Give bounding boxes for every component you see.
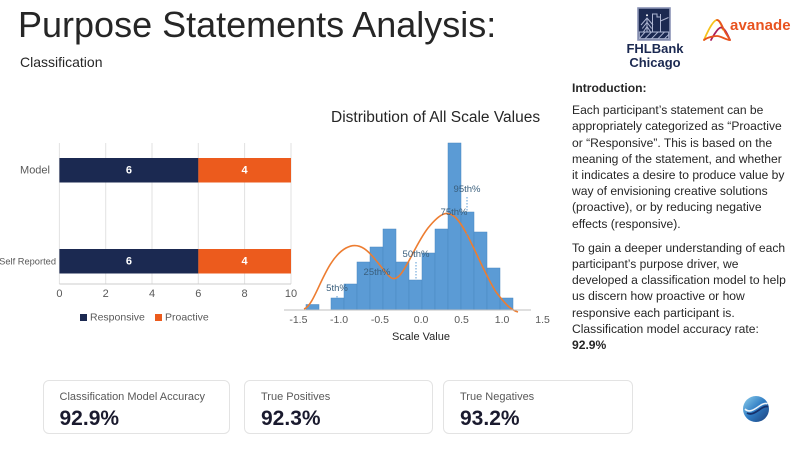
svg-text:Scale Value: Scale Value <box>392 331 450 343</box>
svg-text:25th%: 25th% <box>364 267 391 278</box>
svg-text:5th%: 5th% <box>326 283 348 294</box>
svg-text:-0.5: -0.5 <box>371 314 389 326</box>
svg-text:95th%: 95th% <box>454 184 481 195</box>
svg-text:75th%: 75th% <box>441 207 468 218</box>
svg-text:-1.5: -1.5 <box>289 314 307 326</box>
svg-text:0.0: 0.0 <box>414 314 429 326</box>
svg-text:1.5: 1.5 <box>535 314 550 326</box>
svg-text:Distribution of All Scale Valu: Distribution of All Scale Values <box>331 109 540 126</box>
svg-text:-1.0: -1.0 <box>330 314 348 326</box>
svg-text:1.0: 1.0 <box>495 314 510 326</box>
svg-text:50th%: 50th% <box>403 249 430 260</box>
svg-text:0.5: 0.5 <box>454 314 469 326</box>
